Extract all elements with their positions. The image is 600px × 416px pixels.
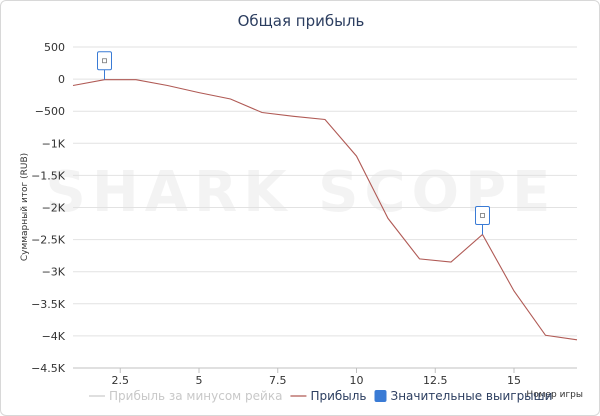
x-tick-label: 2.5 [112,374,130,387]
y-tick-label: 500 [44,41,65,54]
x-tick-label: 10 [350,374,364,387]
y-tick-label: −4K [42,330,66,343]
x-axis-label: Номер игры [526,390,583,400]
x-tick-label: 15 [507,374,521,387]
chart-title: Общая прибыль [238,12,365,30]
legend-item[interactable]: Прибыль [290,389,367,403]
y-tick-label: −1.5K [31,169,66,182]
series-line-profit [72,79,578,341]
y-tick-label: −1K [42,137,66,150]
y-tick-label: 0 [58,73,65,86]
watermark: SHARK SCOPE [46,160,557,225]
grid-lines [73,46,577,369]
y-axis-label: Суммарный итог (RUB) [20,153,30,261]
legend-label: Прибыль за минусом рейка [109,389,282,403]
y-tick-label: −3K [42,266,66,279]
y-tick-label: −500 [35,105,65,118]
legend-swatch [374,390,387,402]
legend: Прибыль за минусом рейка Прибыль Значитель… [89,389,552,403]
x-tick-label: 12.5 [423,374,448,387]
significant-win-marker[interactable] [475,205,490,235]
y-tick-label: −2K [42,202,66,215]
legend-item[interactable]: Значительные выигрыши [374,389,553,403]
y-tick-label: −3.5K [31,298,66,311]
plot-area [72,79,578,341]
x-tick-label: 7.5 [269,374,287,387]
y-tick-label: −2.5K [31,234,66,247]
significant-win-marker[interactable] [97,51,112,80]
x-axis-ticks: 2.5 5 7.5 10 12.5 15 [112,368,521,387]
x-tick-label: 5 [196,374,203,387]
legend-label: Значительные выигрыши [391,389,553,403]
y-axis-ticks: 500 0 −500 −1K −1.5K −2K −2.5K −3K −3.5K −4K −4.5K [31,41,66,375]
y-tick-label: −4.5K [31,362,66,375]
legend-item[interactable]: Прибыль за минусом рейка [89,389,282,403]
legend-label: Прибыль [310,389,366,403]
significant-wins-markers [97,51,490,235]
